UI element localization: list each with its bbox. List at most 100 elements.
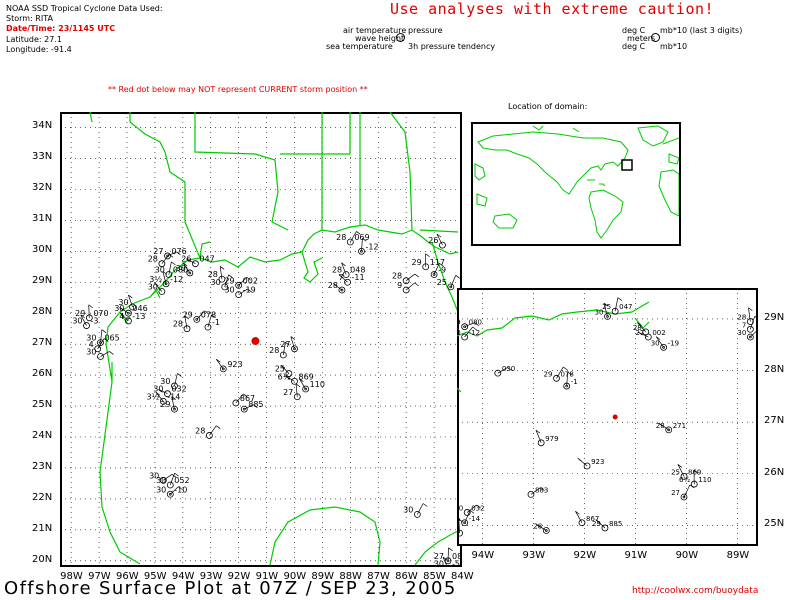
- station-pressure: 032: [171, 385, 186, 394]
- station-pressure: 047: [199, 255, 214, 264]
- station-circle: [746, 333, 754, 341]
- station-temp: 30: [72, 317, 82, 326]
- wind-barb: [497, 367, 508, 374]
- station-pressure: 047: [619, 303, 632, 311]
- station-temp: 3½: [146, 392, 159, 401]
- station-temp: 28: [269, 346, 279, 355]
- station-pressure: 078: [560, 370, 573, 378]
- wind-barb: [683, 484, 691, 498]
- wind-barb-feather: [356, 231, 361, 235]
- station-plot: 30: [160, 373, 182, 390]
- wind-barb: [464, 510, 471, 523]
- wind-barb-feather: [162, 271, 168, 275]
- wind-barb-feather: [422, 503, 428, 507]
- wave-circle: [748, 335, 752, 339]
- station-plot: 26 047: [181, 255, 215, 268]
- lon-tick-label: 98W: [60, 571, 83, 582]
- station-plot: 30: [403, 503, 428, 518]
- wave-circle: [662, 345, 665, 349]
- wind-barb: [405, 273, 415, 281]
- wind-barb: [153, 282, 163, 292]
- wind-barb-feather: [677, 464, 683, 468]
- wind-barb: [235, 393, 244, 404]
- station-plot: 29 117: [412, 253, 445, 271]
- station-temp: 25: [275, 365, 285, 374]
- inset-map: 2908030-122504730282700230-1928730030290…: [457, 288, 758, 546]
- station-plot: 25 047: [602, 297, 633, 315]
- lat-tick-label: 26N: [764, 466, 785, 478]
- station-plot: 25: [437, 275, 460, 291]
- station-plot: 7 -11: [338, 273, 365, 286]
- station-plot: 29 070: [75, 304, 109, 322]
- station-plot: 30 -19: [224, 286, 256, 299]
- wind-barb-feather: [341, 262, 346, 267]
- station-circle: [158, 260, 166, 268]
- station-circle: [344, 278, 351, 286]
- wind-barb: [436, 233, 443, 246]
- station-plot: 28 069: [336, 231, 370, 246]
- wind-barb-feather: [476, 504, 481, 509]
- wind-barb-feather: [536, 524, 541, 528]
- station-plot: 27: [283, 383, 301, 401]
- lon-tick-label: 97W: [88, 571, 111, 582]
- wind-barb: [458, 519, 460, 534]
- wind-barb-feather: [80, 314, 85, 319]
- station-plot: 030: [494, 365, 515, 377]
- station-pressure: -5: [452, 560, 460, 567]
- station-plot: 30 032: [153, 385, 187, 398]
- wind-barb-feather: [285, 341, 290, 346]
- wind-barb-feather: [178, 486, 183, 490]
- station-temp: 30: [403, 505, 413, 514]
- wave-circle: [242, 407, 246, 411]
- wind-barb: [128, 294, 133, 308]
- wind-barb-feather: [211, 314, 216, 319]
- station-temp: 30: [176, 264, 186, 273]
- credit-link[interactable]: http://coolwx.com/buoydata: [632, 586, 759, 596]
- station-circle: [342, 271, 350, 278]
- station-plot: -1: [204, 314, 220, 331]
- station-plot: 28: [269, 341, 290, 359]
- station-temp: 29: [75, 309, 85, 318]
- station-plot: 30 046: [114, 304, 148, 317]
- station-temp: 6½: [278, 372, 291, 381]
- station-plot: 883: [527, 486, 548, 498]
- station-temp: 28: [332, 266, 342, 275]
- wind-barb-feather: [280, 364, 286, 369]
- station-pressure: 030: [502, 365, 515, 373]
- wind-barb-feather: [155, 391, 161, 396]
- storm-position-dot: [251, 337, 260, 346]
- wind-barb-feather: [171, 474, 177, 478]
- station-plot: 30 -10: [156, 485, 187, 498]
- wind-barb-feather: [103, 338, 109, 342]
- station-temp: 3½: [149, 275, 162, 284]
- station-temp: 30: [160, 377, 170, 386]
- legend-sea-temp: sea temperature: [326, 42, 393, 51]
- station-circle: [680, 493, 688, 501]
- station-circle: [129, 303, 136, 311]
- main-map-grid: [60, 112, 462, 567]
- wind-barb-feather: [658, 423, 664, 427]
- storm-name: Storm: RITA: [6, 14, 53, 23]
- legend-mb10: mb*10: [660, 42, 688, 51]
- station-pressure: 883: [535, 486, 548, 494]
- station-circle: [171, 382, 178, 390]
- wind-barb: [282, 342, 286, 356]
- lat-tick-label: 31N: [32, 213, 53, 225]
- wind-barb-feather: [754, 316, 758, 320]
- world-locator-map: [471, 122, 681, 246]
- station-plot: 867: [575, 510, 599, 527]
- station-circle: [235, 281, 243, 289]
- station-pressure: 076: [171, 247, 186, 256]
- station-circle: [291, 377, 298, 385]
- station-temp: 30: [149, 471, 159, 480]
- wind-barb-feather: [448, 547, 453, 552]
- station-temp: 30: [118, 298, 128, 307]
- wave-circle: [667, 428, 671, 432]
- wind-barb-feather: [219, 266, 225, 270]
- station-plot: 30: [595, 302, 611, 320]
- wind-barb-feather: [458, 518, 464, 523]
- station-circle: [461, 519, 469, 527]
- station-plot: 28: [208, 266, 226, 283]
